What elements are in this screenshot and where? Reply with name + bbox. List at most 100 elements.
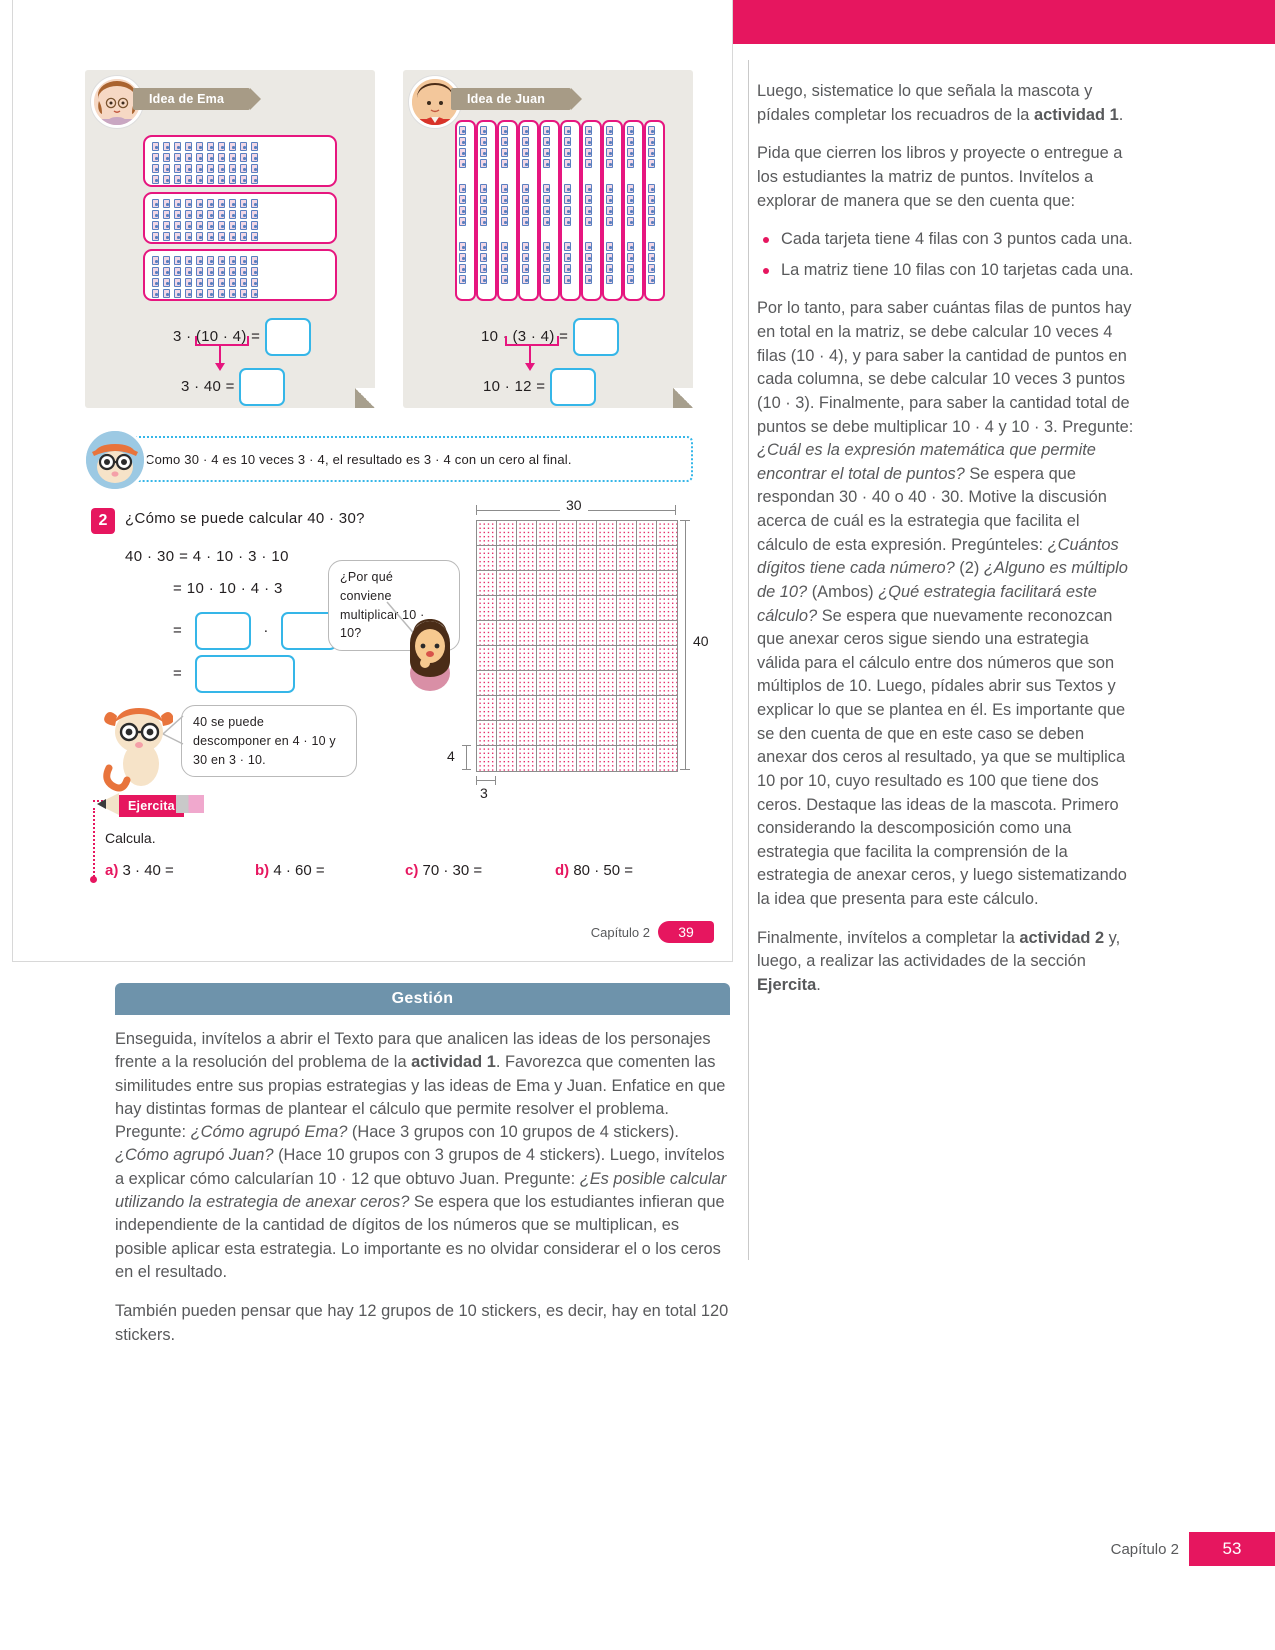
ejercita-dot-end [90, 876, 97, 883]
ema-answer-box-1[interactable] [264, 318, 311, 356]
list-item: Cada tarjeta tiene 4 filas con 3 puntos … [757, 228, 1135, 252]
ema-equation-1-text: 3 · (10 · 4) = [173, 327, 261, 345]
matrix-dim-cap [675, 505, 676, 515]
page-footer-badge: 53 [1189, 1532, 1275, 1566]
textbook-page-badge: 39 [658, 921, 714, 943]
ejercita-item-d-expr: 80 · 50 = [573, 862, 633, 879]
sticker-col-card [623, 120, 644, 301]
sticker-row-card [143, 249, 337, 301]
sticker-col-card [518, 120, 539, 301]
mascot-note-strip: Como 30 · 4 es 10 veces 3 · 4, el result… [121, 436, 693, 482]
idea-card-juan-ribbon: Idea de Juan [451, 88, 583, 110]
sticker-row-card [143, 135, 337, 187]
teacher-notes-body: Por lo tanto, para saber cuántas filas d… [757, 297, 1135, 997]
textbook-page-footer: Capítulo 2 39 [591, 921, 714, 943]
matrix-bottom-dim-line [476, 780, 496, 781]
juan-equation-1: 10 · (3 · 4) = [481, 318, 619, 356]
teacher-notes-column: Luego, sistematice lo que señala la masc… [757, 80, 1135, 1013]
ema-equation-1: 3 · (10 · 4) = [173, 318, 311, 356]
matrix-right-dim-line [685, 520, 686, 770]
juan-avatar [409, 76, 461, 128]
paragraph: Por lo tanto, para saber cuántas filas d… [757, 299, 1134, 908]
ejercita-item-d: d) 80 · 50 = [555, 862, 633, 879]
ejercita-dotted-rail [93, 808, 97, 880]
page-footer-chapter: Capítulo 2 [1110, 1540, 1179, 1558]
juan-equation-1-text: 10 · (3 · 4) = [481, 327, 569, 345]
activity-2-line-4: = [173, 655, 295, 693]
juan-answer-box-1[interactable] [572, 318, 619, 356]
ejercita-item-c: c) 70 · 30 = [405, 862, 482, 879]
activity-2-box-c[interactable] [194, 655, 295, 693]
activity-2-line-2: = 10 · 10 · 4 · 3 [173, 580, 283, 597]
juan-answer-box-2[interactable] [549, 368, 596, 406]
idea-card-juan: Idea de Juan 10 · (3 · 4) = 10 · 12 = [403, 70, 693, 408]
ejercita-item-b-label: b) [255, 862, 270, 879]
matrix-left-dim-line [466, 745, 467, 770]
juan-arrow [525, 344, 535, 371]
activity-2-line-3-prefix: = [173, 621, 183, 639]
top-accent-bar [733, 0, 1275, 44]
mascot-illustration [103, 708, 173, 792]
bubble-mascot-tail [161, 715, 184, 745]
ejercita-instruction: Calcula. [105, 830, 156, 846]
juan-brace [505, 336, 559, 346]
textbook-page-preview: Idea de Ema [12, 0, 733, 962]
matrix-dim-cap [476, 505, 477, 515]
ejercita-item-b: b) 4 · 60 = [255, 862, 325, 879]
activity-2-line-4-prefix: = [173, 664, 183, 682]
paragraph: Enseguida, invítelos a abrir el Texto pa… [115, 1030, 727, 1281]
idea-card-ema-label: Idea de Ema [149, 92, 225, 106]
idea-card-ema-ribbon: Idea de Ema [133, 88, 262, 110]
teacher-notes-intro: Luego, sistematice lo que señala la masc… [757, 80, 1135, 213]
ejercita-item-a: a) 3 · 40 = [105, 862, 174, 879]
activity-2-line-3: = · [173, 612, 338, 650]
activity-2-line-3-operator: · [263, 621, 269, 639]
activity-2-line-1: 40 · 30 = 4 · 10 · 3 · 10 [125, 548, 289, 565]
matrix-dim-cap [495, 776, 496, 785]
paragraph: Finalmente, invítelos a completar la act… [757, 928, 1121, 994]
matrix-dim-cap [462, 769, 471, 770]
activity-2-box-b[interactable] [281, 612, 338, 650]
ejercita-item-c-label: c) [405, 862, 419, 879]
juan-equation-2: 10 · 12 = [483, 368, 596, 406]
ema-answer-box-2[interactable] [239, 368, 286, 406]
matrix-dim-cap [476, 776, 477, 785]
ejercita-item-a-expr: 3 · 40 = [122, 862, 174, 879]
girl-illustration [410, 619, 450, 691]
ejercita-item-c-expr: 70 · 30 = [422, 862, 483, 879]
activity-2-number: 2 [91, 508, 115, 534]
gestion-header: Gestión [115, 983, 730, 1015]
matrix-top-label: 30 [560, 497, 588, 513]
sticker-col-card [560, 120, 581, 301]
bubble-mascot: 40 se puede descomponer en 4 · 10 y 30 e… [181, 705, 357, 778]
matrix-dim-cap [680, 769, 690, 770]
sticker-col-card [476, 120, 497, 301]
dot-matrix [476, 520, 678, 772]
juan-equation-2-text: 10 · 12 = [483, 377, 546, 395]
sticker-col-card [455, 120, 476, 301]
sticker-col-card [539, 120, 560, 301]
idea-card-ema: Idea de Ema [85, 70, 375, 408]
ema-arrow [215, 344, 225, 371]
mascot-note-text: Como 30 · 4 es 10 veces 3 · 4, el result… [145, 451, 572, 467]
paragraph: También pueden pensar que hay 12 grupos … [115, 1302, 729, 1344]
sticker-col-card [497, 120, 518, 301]
sticker-row-card [143, 192, 337, 244]
page-fold-corner [673, 388, 693, 408]
paragraph: Pida que cierren los libros y proyecte o… [757, 144, 1123, 210]
teacher-notes-bullets: Cada tarjeta tiene 4 filas con 3 puntos … [757, 228, 1135, 282]
pencil-lead-icon [97, 799, 106, 809]
activity-2-box-a[interactable] [194, 612, 251, 650]
ejercita-item-d-label: d) [555, 862, 570, 879]
page-footer: Capítulo 2 53 [1111, 1532, 1275, 1566]
ejercita-item-a-label: a) [105, 862, 119, 879]
idea-card-juan-label: Idea de Juan [467, 92, 546, 106]
textbook-chapter-label: Capítulo 2 [590, 924, 650, 940]
page-fold-corner [355, 388, 375, 408]
activity-2-title: ¿Cómo se puede calcular 40 · 30? [125, 510, 365, 527]
ema-equation-2: 3 · 40 = [181, 368, 286, 406]
pencil-eraser-icon [176, 795, 204, 813]
ema-brace [195, 336, 249, 346]
mascot-avatar [83, 428, 147, 492]
list-item: La matriz tiene 10 filas con 10 tarjetas… [757, 259, 1135, 283]
